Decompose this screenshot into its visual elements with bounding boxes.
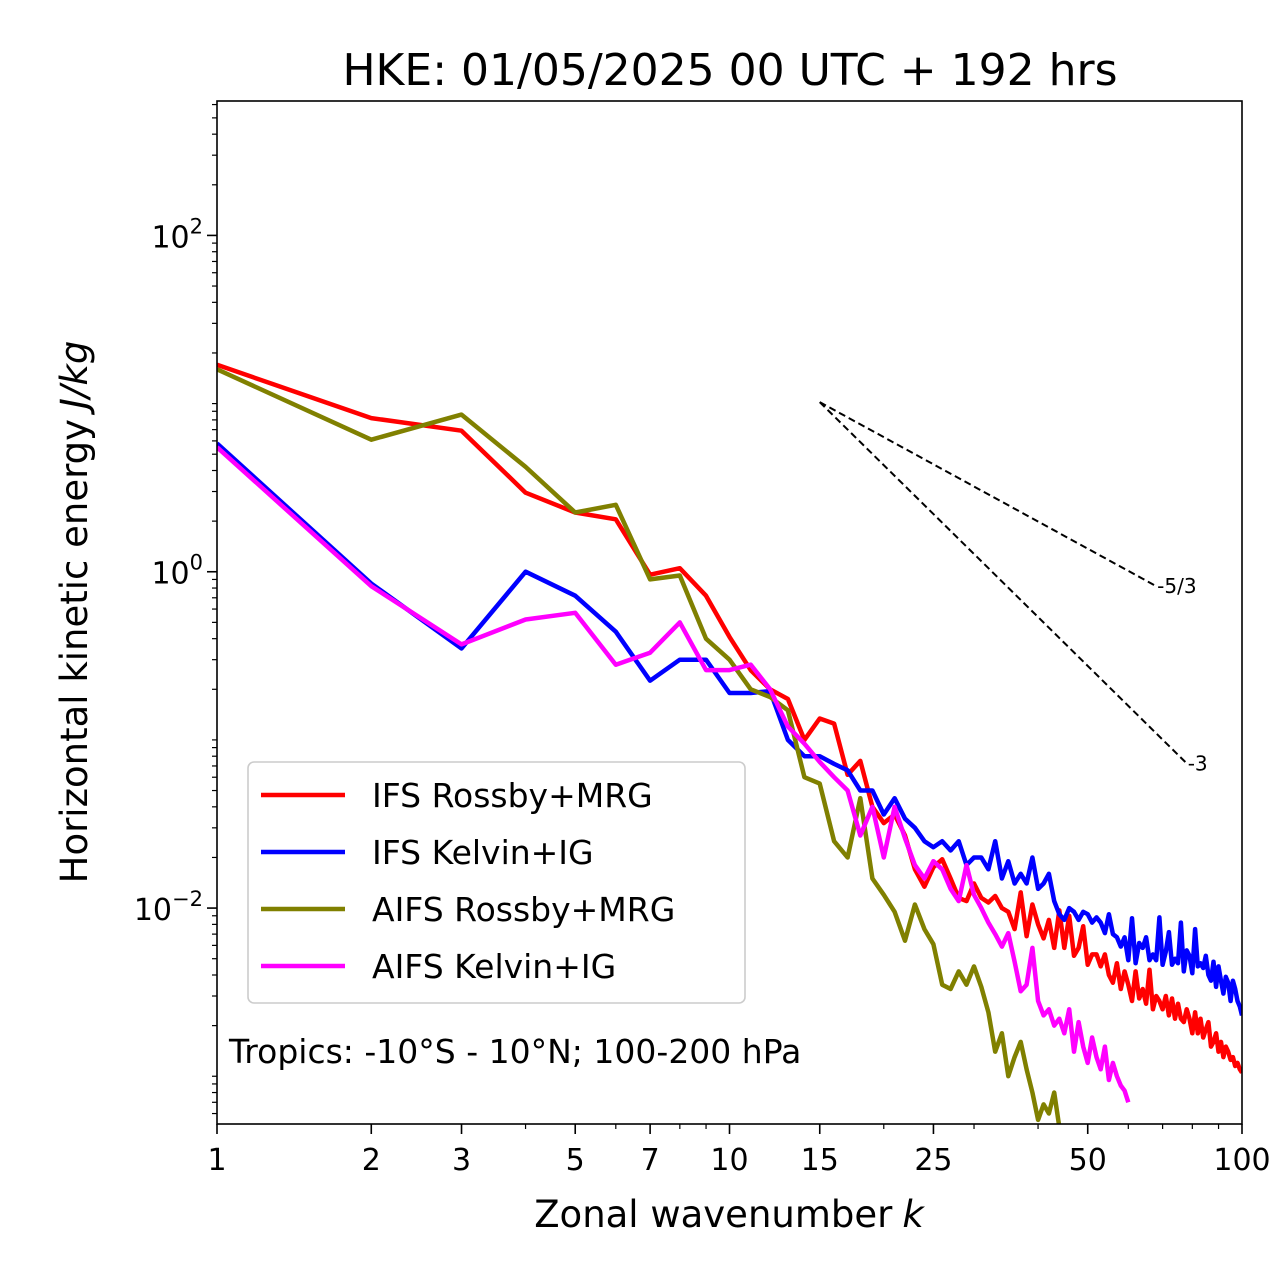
slope-label-1: -3 — [1188, 751, 1208, 775]
slope-line-1 — [819, 401, 1188, 765]
series-line-2 — [217, 367, 1062, 1124]
chart-title: HKE: 01/05/2025 00 UTC + 192 hrs — [342, 45, 1117, 96]
y-axis-label-unit: J/kg — [53, 341, 96, 416]
x-tick-label: 3 — [452, 1143, 471, 1178]
x-tick-label: 50 — [1069, 1143, 1107, 1178]
series-group — [217, 362, 1242, 1124]
x-tick-label: 100 — [1213, 1143, 1270, 1178]
reference-slopes: -5/3 -3 — [819, 401, 1208, 775]
x-tick-label: 1 — [207, 1143, 226, 1178]
slope-label-0: -5/3 — [1157, 574, 1196, 598]
legend-label-ifs-kelvin: IFS Kelvin+IG — [372, 833, 594, 872]
legend-label-ifs-rossby: IFS Rossby+MRG — [372, 776, 653, 815]
legend-label-aifs-kelvin: AIFS Kelvin+IG — [372, 947, 616, 986]
series-line-3 — [217, 445, 1131, 1103]
region-annotation: Tropics: -10°S - 10°N; 100-200 hPa — [228, 1032, 801, 1071]
y-tick-label: 102 — [151, 214, 203, 255]
x-tick-label: 25 — [914, 1143, 952, 1178]
y-axis-label: Horizontal kinetic energyJ/kg — [53, 341, 96, 884]
y-tick-label: 10−2 — [134, 887, 203, 928]
x-tick-label: 10 — [710, 1143, 748, 1178]
x-tick-label: 2 — [362, 1143, 381, 1178]
series-line-0 — [217, 362, 1242, 1074]
legend-box — [247, 761, 746, 1004]
legend: IFS Rossby+MRG IFS Kelvin+IG AIFS Rossby… — [247, 761, 746, 1004]
x-tick-label: 15 — [801, 1143, 839, 1178]
axis-ticks — [207, 103, 1243, 1134]
legend-label-aifs-rossby: AIFS Rossby+MRG — [372, 890, 675, 929]
series-line-1 — [217, 441, 1242, 1016]
x-axis-label: Zonal wavenumber k — [534, 1193, 925, 1236]
y-tick-label: 100 — [151, 551, 203, 592]
x-axis-label-symbol: k — [902, 1193, 925, 1236]
x-tick-label: 5 — [566, 1143, 585, 1178]
slope-line-0 — [819, 401, 1157, 587]
plot-frame — [216, 100, 1243, 1125]
y-axis-label-text: Horizontal kinetic energy — [53, 419, 96, 883]
x-tick-label: 7 — [641, 1143, 660, 1178]
tick-labels: 1 2 3 5 7 10 15 25 50 100 100 102 10−2 — [134, 214, 1271, 1178]
x-axis-label-text: Zonal wavenumber — [534, 1193, 893, 1236]
